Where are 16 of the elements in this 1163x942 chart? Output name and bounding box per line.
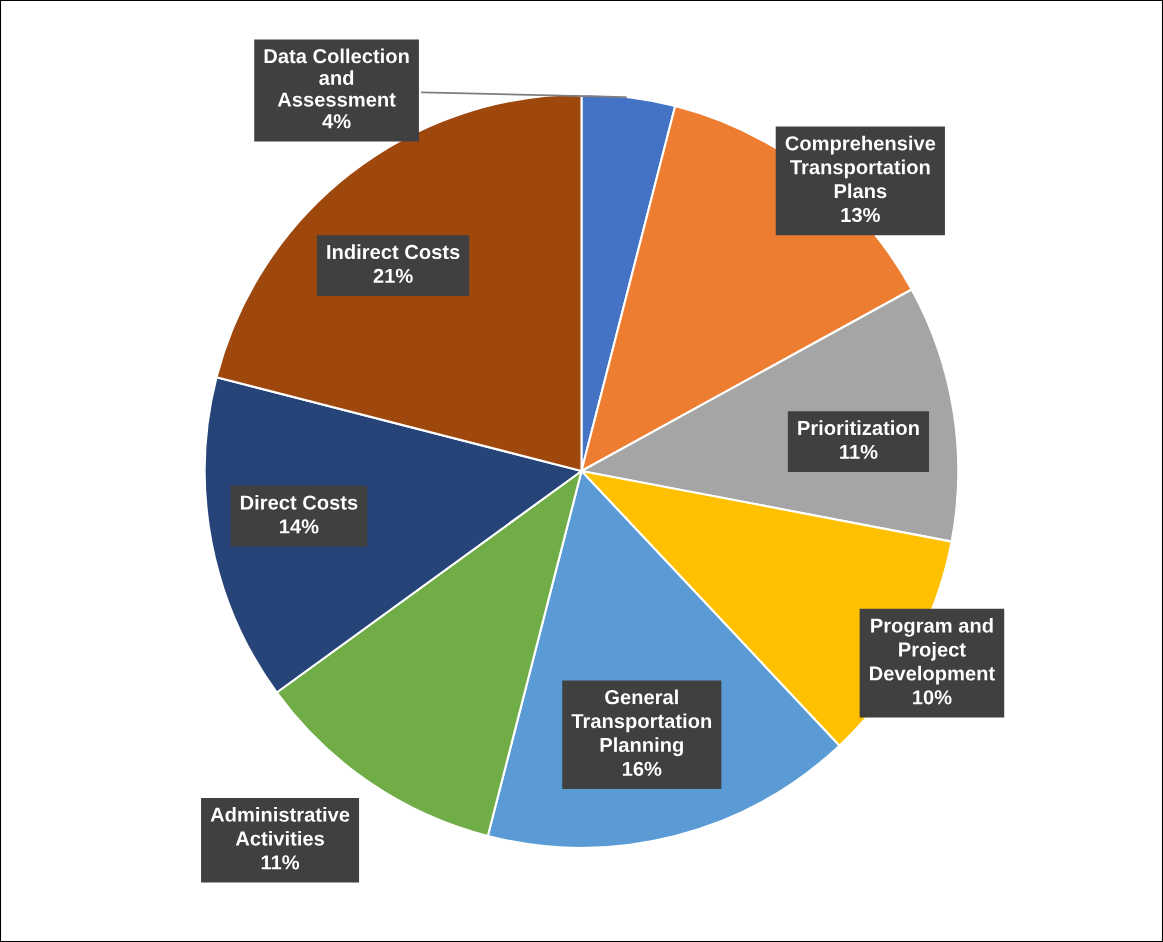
data-label: 16%: [622, 761, 662, 777]
data-label: 11%: [261, 855, 300, 870]
data-label: 11%: [840, 444, 878, 459]
slice-label: Comprehensive Transportation Plans: [785, 135, 936, 199]
slice-label: Indirect Costs: [327, 244, 460, 260]
slice-label: Prioritization: [798, 420, 919, 436]
slice-label: Direct Costs: [240, 494, 358, 510]
data-label: 13%: [841, 207, 880, 223]
slice-label: Administrative Activities: [210, 807, 350, 846]
data-label: 21%: [373, 268, 413, 283]
data-label: 10%: [913, 690, 952, 705]
slice-label: Program and Project Development: [870, 617, 995, 685]
slice-label: General Transportation Planning: [571, 689, 712, 757]
data-label: 4%: [322, 114, 351, 129]
data-label: 14%: [280, 519, 319, 534]
slice-label: Data Collection and Assessment: [264, 48, 409, 107]
